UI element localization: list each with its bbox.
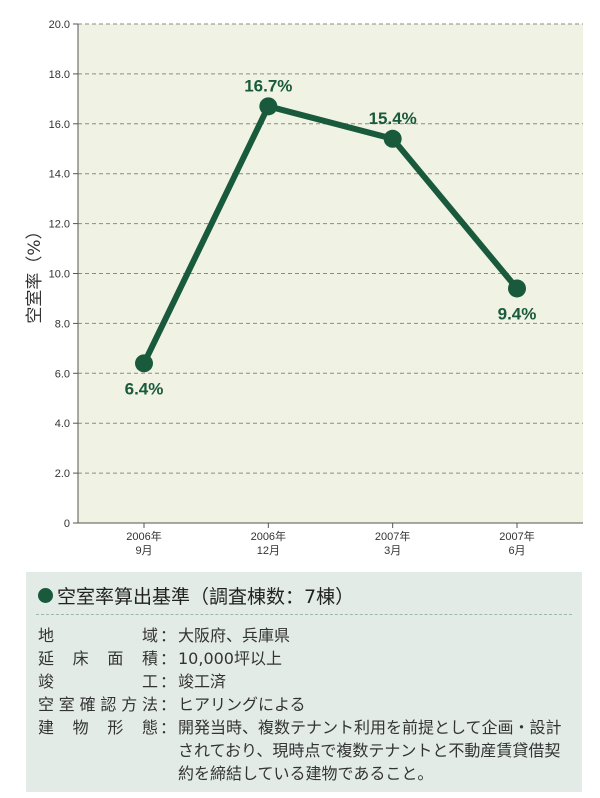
y-tick-label: 10.0 [49, 269, 70, 281]
criteria-value: ヒアリングによる [178, 695, 306, 714]
criteria-separator: ： [159, 672, 176, 691]
y-tick-label: 0 [64, 518, 70, 530]
data-label: 6.4% [125, 379, 164, 398]
data-point [259, 97, 278, 116]
criteria-key: 地域 [38, 626, 158, 645]
x-tick-label: 6月 [508, 545, 525, 557]
criteria-key: 建物形態 [38, 718, 158, 737]
y-axis-label: 空室率（%） [25, 222, 45, 323]
divider [36, 614, 572, 615]
x-tick-label: 9月 [135, 545, 152, 557]
criteria-row: 建物形態：開発当時、複数テナント利用を前提として企画・設計されており、現時点で複… [38, 716, 576, 785]
criteria-row: 地域：大阪府、兵庫県 [38, 624, 576, 647]
x-tick-label: 2006年 [251, 529, 286, 543]
y-tick-label: 14.0 [49, 169, 70, 181]
y-tick-label: 12.0 [49, 219, 70, 231]
y-tick-label: 20.0 [49, 19, 70, 31]
y-tick-label: 8.0 [55, 318, 70, 330]
data-label: 16.7% [244, 76, 292, 95]
y-tick-labels: 0 2.0 4.0 6.0 8.0 10.0 12.0 14.0 16.0 18.0 20.0 [49, 19, 78, 530]
data-label: 15.4% [369, 109, 417, 128]
criteria-value: 開発当時、複数テナント利用を前提として企画・設計されており、現時点で複数テナント… [178, 718, 562, 783]
criteria-value: 竣工済 [178, 672, 227, 691]
criteria-row: 竣工：竣工済 [38, 670, 576, 693]
criteria-value: 大阪府、兵庫県 [178, 626, 291, 645]
x-tick-label: 2006年 [126, 529, 161, 543]
data-label: 9.4% [498, 304, 537, 323]
y-tick-label: 6.0 [55, 368, 70, 380]
criteria-separator: ： [159, 649, 176, 668]
x-tick-label: 2007年 [499, 529, 534, 543]
bullet-icon [38, 588, 53, 603]
x-tick-label: 3月 [384, 545, 401, 557]
criteria-row: 空室確認方法：ヒアリングによる [38, 693, 576, 716]
criteria-separator: ： [159, 626, 176, 645]
y-tick-label: 16.0 [49, 119, 70, 131]
y-tick-label: 4.0 [55, 418, 70, 430]
criteria-key: 空室確認方法 [38, 695, 158, 714]
criteria-title: 空室率算出基準（調査棟数：7棟） [38, 582, 354, 609]
criteria-row: 延床面積： 10,000坪以上 [38, 647, 576, 670]
series-line [141, 103, 520, 365]
criteria-key: 竣工 [38, 672, 158, 691]
x-tick-label: 12月 [257, 545, 280, 557]
criteria-box: 空室率算出基準（調査棟数：7棟） 地域：大阪府、兵庫県延床面積： 10,000坪以… [26, 572, 582, 792]
data-point [508, 279, 526, 298]
line-chart: 0 2.0 4.0 6.0 8.0 10.0 12.0 14.0 16.0 18.0 20.0 20… [25, 19, 583, 557]
data-point [383, 129, 402, 148]
data-labels: 6.4% 16.7% 15.4% 9.4% [125, 76, 537, 398]
data-points [135, 97, 526, 373]
y-tick-label: 18.0 [49, 69, 70, 81]
criteria-key: 延床面積 [38, 649, 158, 668]
criteria-list: 地域：大阪府、兵庫県延床面積： 10,000坪以上竣工：竣工済空室確認方法：ヒアリ… [38, 624, 576, 785]
criteria-separator: ： [159, 695, 176, 714]
criteria-separator: ： [159, 718, 176, 737]
data-point [135, 354, 153, 373]
y-tick-label: 2.0 [55, 468, 70, 480]
x-tick-label: 2007年 [375, 529, 410, 543]
grid-lines [78, 23, 583, 474]
criteria-title-text: 空室率算出基準（調査棟数：7棟） [57, 586, 355, 608]
criteria-value: 10,000坪以上 [178, 649, 282, 668]
x-tick-labels: 2006年 9月 2006年 12月 2007年 3月 2007年 6月 [126, 523, 535, 557]
